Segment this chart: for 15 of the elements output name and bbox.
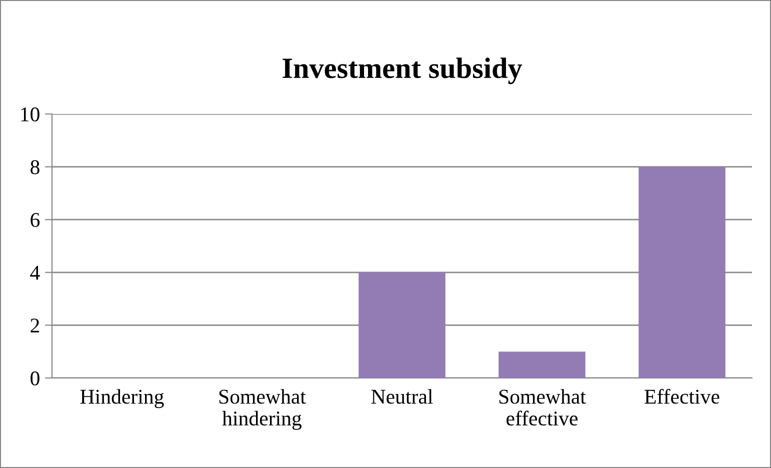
y-tick-label: 10 — [21, 107, 40, 122]
x-tick-label: Hindering — [80, 389, 164, 408]
y-tick-label: 0 — [30, 371, 40, 386]
bar — [638, 166, 726, 378]
y-tick-label: 4 — [30, 266, 40, 280]
x-tick-label: Somewhat effective — [499, 389, 586, 426]
y-tick-label: 6 — [30, 213, 40, 228]
bar — [498, 352, 586, 378]
chart-title: Investment subsidy — [282, 58, 522, 84]
y-tick-label: 8 — [30, 160, 40, 174]
bar — [358, 272, 446, 378]
y-tick-label: 2 — [30, 318, 40, 332]
x-tick-label: Effective — [644, 388, 720, 404]
x-tick-label: Somewhat hindering — [219, 389, 306, 430]
x-tick-label: Neutral — [371, 389, 433, 404]
